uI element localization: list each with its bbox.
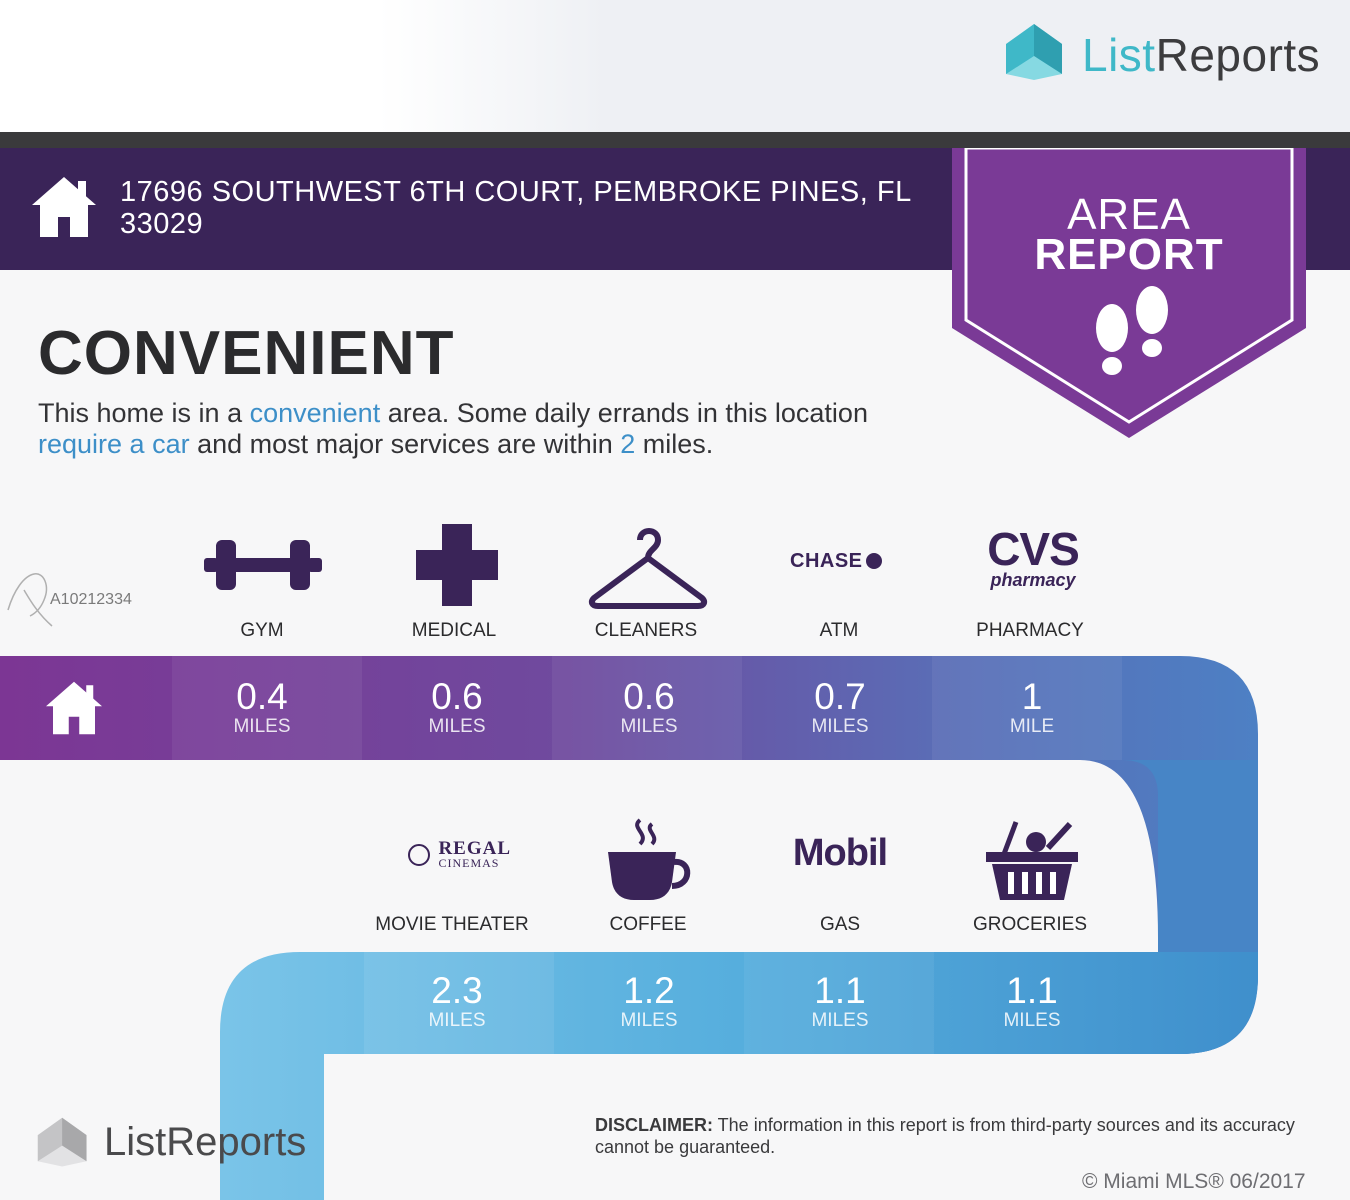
distance-groceries: 1.1 — [1006, 970, 1058, 1011]
area-report-badge: AREA REPORT — [952, 148, 1306, 440]
distance-pharmacy: 1 — [1021, 676, 1043, 717]
coffee-cup-icon — [608, 818, 691, 900]
distance-gas: 1.1 — [814, 970, 866, 1011]
chase-logo: CHASE — [790, 550, 900, 573]
copyright-watermark: © Miami MLS® 06/2017 — [1082, 1170, 1306, 1193]
top-header — [0, 0, 1350, 132]
convenience-heading: CONVENIENT — [38, 319, 455, 388]
grocery-basket-icon — [986, 821, 1078, 900]
home-icon — [32, 177, 96, 237]
dumbbell-icon — [204, 540, 322, 590]
badge-title-line1: AREA — [1067, 190, 1191, 239]
distance-unit: MILES — [428, 1010, 486, 1031]
route-path — [0, 656, 1258, 1200]
listreports-logo-text: ListReports — [1082, 29, 1321, 81]
hanger-icon — [588, 528, 708, 609]
distance-unit: MILES — [620, 1010, 678, 1031]
distance-movie-theater: 2.3 — [431, 970, 483, 1011]
distance-atm: 0.7 — [814, 676, 866, 717]
category-label-movie-theater: MOVIE THEATER — [375, 914, 529, 935]
distance-unit: MILES — [811, 716, 869, 737]
category-label-atm: ATM — [819, 620, 859, 641]
distance-unit: MILES — [428, 716, 486, 737]
cvs-logo: CVS pharmacy — [987, 523, 1080, 590]
category-label-coffee: COFFEE — [609, 914, 687, 935]
distance-unit: MILE — [1009, 716, 1055, 737]
divider — [0, 132, 1350, 148]
distance-coffee: 1.2 — [623, 970, 675, 1011]
footprints-icon — [1096, 286, 1168, 375]
convenience-description: This home is in a convenient area. Some … — [38, 398, 868, 459]
category-label-medical: MEDICAL — [411, 620, 497, 641]
badge-title-line2: REPORT — [1034, 230, 1224, 279]
category-label-gas: GAS — [819, 914, 861, 935]
category-label-pharmacy: PHARMACY — [976, 620, 1084, 641]
regal-logo: REGAL CINEMAS — [408, 839, 518, 869]
mls-watermark-icon — [7, 573, 53, 627]
distance-cleaners: 0.6 — [623, 676, 675, 717]
distance-unit: MILES — [620, 716, 678, 737]
distance-medical: 0.6 — [431, 676, 483, 717]
property-address: 17696 SOUTHWEST 6TH COURT, PEMBROKE PINE… — [120, 176, 911, 240]
category-label-gym: GYM — [240, 620, 284, 641]
distance-unit: MILES — [811, 1010, 869, 1031]
mls-id: A10212334 — [50, 591, 132, 608]
disclaimer: DISCLAIMER: The information in this repo… — [595, 1115, 1295, 1157]
distance-unit: MILES — [1003, 1010, 1061, 1031]
mobil-logo: Mobil — [792, 832, 888, 874]
listreports-logo-icon — [1006, 24, 1062, 80]
medical-cross-icon — [416, 524, 498, 606]
category-label-cleaners: CLEANERS — [594, 620, 698, 641]
listreports-bottom-logo-icon — [37, 1117, 87, 1167]
category-label-groceries: GROCERIES — [972, 914, 1088, 935]
distance-unit: MILES — [233, 716, 291, 737]
home-start-icon — [46, 681, 102, 735]
listreports-bottom-logo-text: ListReports — [104, 1120, 307, 1164]
distance-gym: 0.4 — [236, 676, 288, 717]
